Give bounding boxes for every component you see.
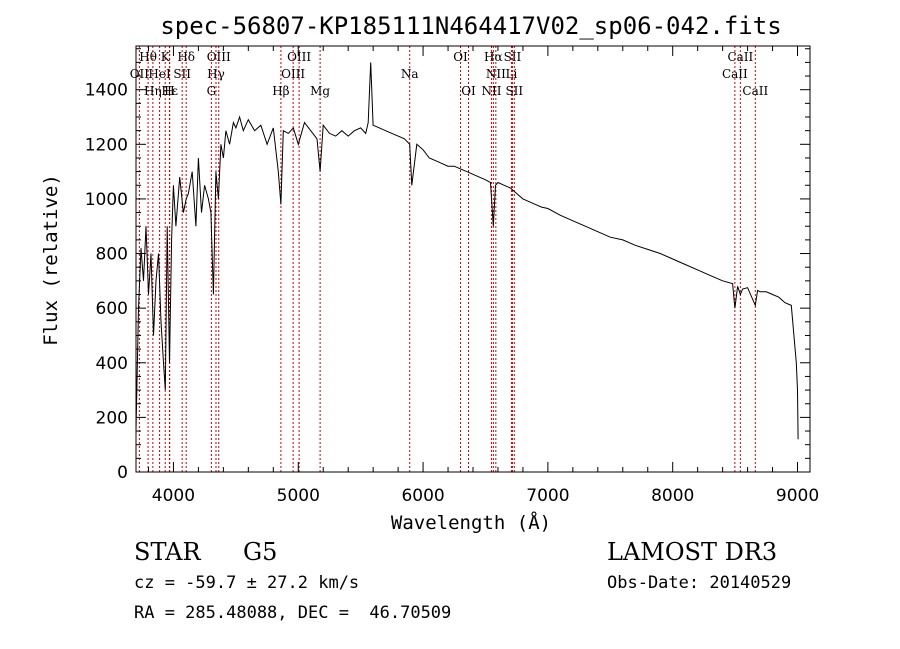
y-tick-label: 600 bbox=[96, 299, 128, 319]
x-tick-label: 6000 bbox=[401, 486, 444, 506]
line-label: OIII bbox=[287, 50, 311, 64]
survey-name: LAMOST DR3 bbox=[607, 538, 778, 566]
line-label: Hη bbox=[144, 84, 162, 98]
chart-title: spec-56807-KP185111N464417V02_sp06-042.f… bbox=[160, 12, 781, 40]
line-label: CaII bbox=[722, 67, 748, 81]
line-label: OI bbox=[453, 50, 468, 64]
y-tick-label: 1400 bbox=[85, 81, 128, 101]
coordinates: RA = 285.48088, DEC = 46.70509 bbox=[134, 603, 452, 623]
x-tick-label: 5000 bbox=[277, 486, 320, 506]
y-tick-label: 1200 bbox=[85, 135, 128, 155]
line-label: K bbox=[161, 50, 171, 64]
y-tick-label: 1000 bbox=[85, 190, 128, 210]
line-label: Hε bbox=[161, 84, 178, 98]
line-label: CaII bbox=[742, 84, 768, 98]
line-label: G bbox=[207, 84, 217, 98]
subclass: G5 bbox=[243, 538, 278, 566]
line-label: Na bbox=[401, 67, 419, 81]
line-label: Li bbox=[506, 67, 518, 81]
line-label: SII bbox=[505, 84, 523, 98]
y-tick-label: 200 bbox=[96, 408, 128, 428]
line-markers bbox=[138, 46, 756, 472]
obs-date: Obs-Date: 20140529 bbox=[607, 573, 792, 593]
line-label: OIII bbox=[281, 67, 305, 81]
redshift-readout: cz = -59.7 ± 27.2 km/s bbox=[134, 573, 360, 593]
object-class: STAR bbox=[134, 538, 201, 566]
x-tick-label: 4000 bbox=[152, 486, 195, 506]
line-label: NII bbox=[486, 67, 506, 81]
line-label: Hβ bbox=[272, 84, 289, 98]
line-label: H bbox=[164, 84, 174, 98]
line-label: HeI bbox=[148, 67, 171, 81]
line-label: Hθ bbox=[139, 50, 157, 64]
x-axis: 4000 5000 6000 7000 8000 9000 bbox=[147, 46, 819, 506]
line-label: SII bbox=[173, 67, 191, 81]
y-axis-label: Flux (relative) bbox=[40, 174, 62, 346]
line-label: OIII bbox=[207, 50, 231, 64]
line-label: OII bbox=[130, 67, 150, 81]
y-tick-label: 0 bbox=[117, 463, 128, 483]
spectrum-line bbox=[135, 62, 799, 440]
plot-frame bbox=[135, 45, 811, 473]
x-tick-label: 7000 bbox=[526, 486, 569, 506]
x-tick-label: 9000 bbox=[776, 486, 819, 506]
line-label: OI bbox=[461, 84, 476, 98]
line-label: CaII bbox=[727, 50, 753, 64]
y-axis: 0 200 400 600 800 1000 1200 1400 bbox=[85, 48, 810, 483]
x-tick-label: 8000 bbox=[651, 486, 694, 506]
line-label: SII bbox=[504, 50, 522, 64]
spectrum-chart: spec-56807-KP185111N464417V02_sp06-042.f… bbox=[40, 12, 819, 534]
line-label: Hα bbox=[484, 50, 503, 64]
line-label: Hγ bbox=[207, 67, 225, 81]
line-label: Hδ bbox=[177, 50, 195, 64]
line-label: NII bbox=[481, 84, 501, 98]
y-tick-label: 800 bbox=[96, 245, 128, 265]
line-label: Mg bbox=[310, 84, 330, 98]
x-axis-label: Wavelength (Å) bbox=[391, 511, 551, 534]
y-tick-label: 400 bbox=[96, 354, 128, 374]
